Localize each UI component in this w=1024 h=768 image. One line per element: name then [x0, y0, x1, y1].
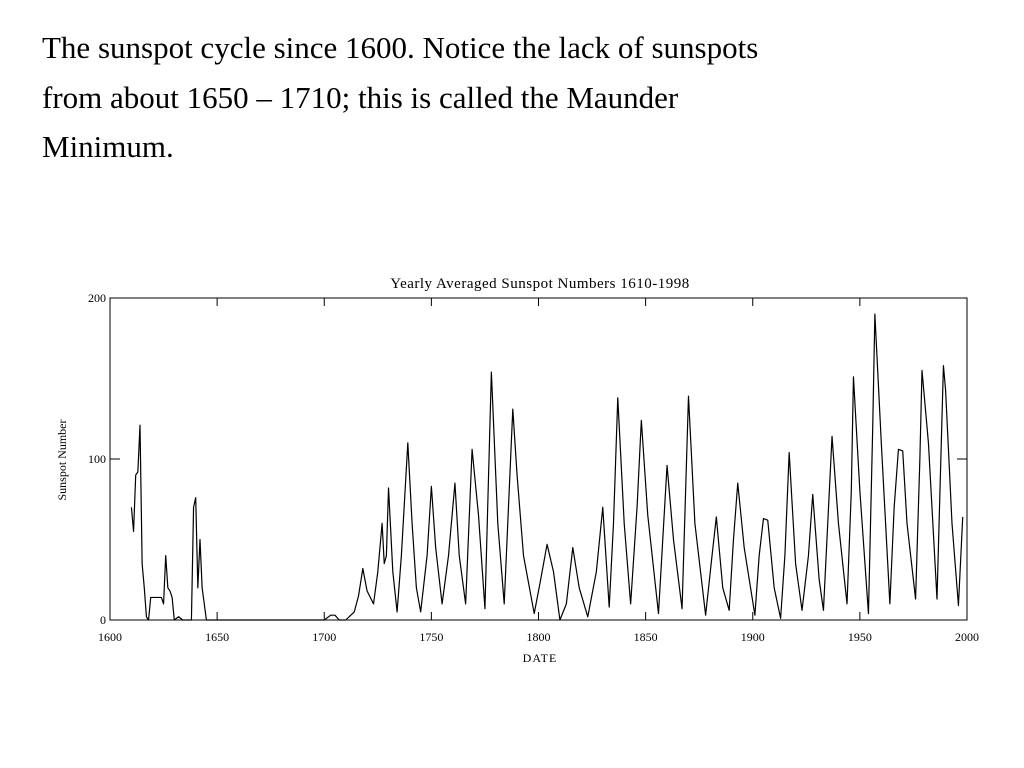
- caption-line: The sunspot cycle since 1600. Notice the…: [42, 30, 758, 65]
- x-tick-label: 1850: [634, 630, 658, 644]
- x-tick-label: 1800: [527, 630, 551, 644]
- y-tick-label: 0: [100, 613, 106, 627]
- x-tick-label: 1700: [312, 630, 336, 644]
- x-tick-label: 1900: [741, 630, 765, 644]
- caption-line: Minimum.: [42, 129, 174, 164]
- caption-line: from about 1650 – 1710; this is called t…: [42, 80, 679, 115]
- x-tick-label: 1650: [205, 630, 229, 644]
- y-tick-label: 100: [88, 452, 106, 466]
- x-tick-label: 2000: [955, 630, 979, 644]
- y-axis-label: Sunspot Number: [55, 419, 69, 500]
- x-tick-label: 1600: [98, 630, 122, 644]
- x-tick-label: 1950: [848, 630, 872, 644]
- x-tick-label: 1750: [419, 630, 443, 644]
- sunspot-line: [130, 313, 964, 621]
- x-axis-label: DATE: [523, 651, 558, 665]
- y-tick-label: 200: [88, 291, 106, 305]
- chart-title: Yearly Averaged Sunspot Numbers 1610-199…: [390, 276, 690, 292]
- plot-frame: [109, 297, 968, 621]
